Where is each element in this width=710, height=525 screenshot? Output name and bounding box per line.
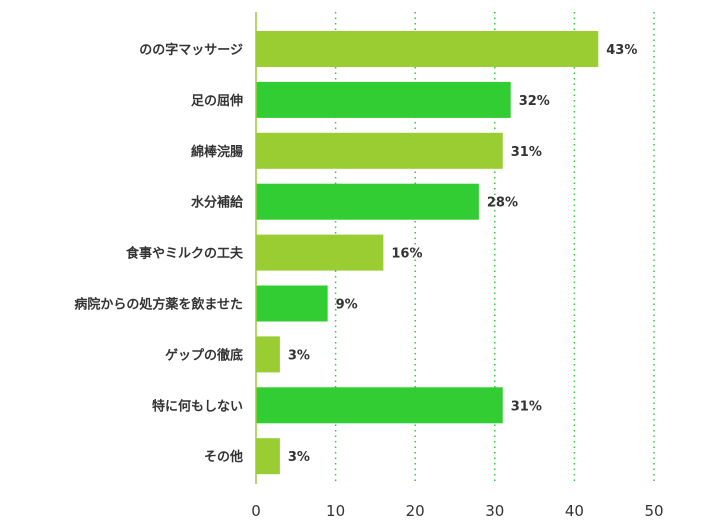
value-label-5: 9% — [336, 298, 358, 313]
bar-7 — [256, 387, 503, 424]
x-tick-label-30: 30 — [485, 502, 504, 520]
bar-3 — [256, 183, 479, 220]
bars — [256, 31, 599, 475]
bar-1 — [256, 81, 511, 118]
category-label-1: 足の屈伸 — [191, 93, 243, 109]
category-label-0: のの字マッサージ — [139, 42, 243, 58]
x-tick-label-20: 20 — [406, 502, 425, 520]
value-label-2: 31% — [511, 145, 542, 160]
category-labels: のの字マッサージ足の屈伸綿棒浣腸水分補給食事やミルクの工夫病院からの処方薬を飲ま… — [74, 42, 244, 465]
x-tick-label-10: 10 — [326, 502, 345, 520]
category-label-6: ゲップの徹底 — [165, 347, 243, 363]
bar-2 — [256, 132, 503, 169]
bar-5 — [256, 285, 328, 322]
value-label-8: 3% — [288, 450, 310, 465]
bar-0 — [256, 31, 599, 67]
category-label-2: 綿棒浣腸 — [191, 144, 243, 160]
category-label-5: 病院からの処方薬を飲ませた — [74, 297, 243, 313]
category-label-8: その他 — [204, 449, 243, 465]
value-labels: 43% 32% 31% 28% 16% 9% 3% 31% 3% — [288, 43, 638, 465]
x-tick-label-0: 0 — [251, 502, 261, 520]
value-label-7: 31% — [511, 399, 542, 414]
x-axis-tick-labels: 0 10 20 30 40 50 — [251, 502, 663, 520]
category-label-4: 食事やミルクの工夫 — [126, 246, 244, 262]
value-label-0: 43% — [606, 43, 637, 58]
value-label-3: 28% — [487, 196, 518, 211]
value-label-1: 32% — [519, 94, 550, 109]
x-tick-label-40: 40 — [565, 502, 584, 520]
bar-4 — [256, 234, 384, 271]
value-label-4: 16% — [391, 247, 422, 262]
category-label-7: 特に何もしない — [152, 398, 243, 414]
bar-8 — [256, 438, 280, 475]
x-tick-label-50: 50 — [644, 502, 663, 520]
category-label-3: 水分補給 — [191, 195, 244, 211]
bar-6 — [256, 336, 280, 373]
value-label-6: 3% — [288, 348, 310, 363]
